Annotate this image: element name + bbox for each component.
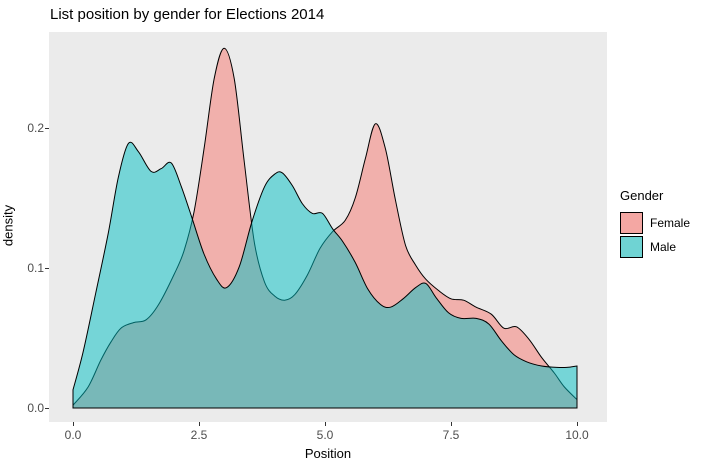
legend-swatch-female <box>620 212 643 234</box>
legend-label: Female <box>650 216 691 230</box>
y-tick-label: 0.2 <box>27 121 44 135</box>
x-tick-label: 0.0 <box>64 428 82 442</box>
y-tick-label: 0.1 <box>27 261 44 275</box>
x-tick-label: 7.5 <box>442 428 460 442</box>
x-tick-label: 2.5 <box>190 428 208 442</box>
x-tick-mark <box>72 422 74 426</box>
x-tick-mark <box>198 422 200 426</box>
y-tick-mark <box>45 407 49 409</box>
x-tick-mark <box>324 422 326 426</box>
legend-label: Male <box>650 240 677 254</box>
y-tick-label: 0.0 <box>27 401 44 415</box>
legend-title: Gender <box>620 188 664 203</box>
x-axis-title: Position <box>304 446 352 461</box>
legend-swatch-male <box>620 236 643 258</box>
x-tick-mark <box>450 422 452 426</box>
x-tick-label: 10.0 <box>565 428 589 442</box>
x-tick-label: 5.0 <box>316 428 334 442</box>
legend-items: Female Male <box>620 211 690 259</box>
y-tick-mark <box>45 127 49 129</box>
chart-title: List position by gender for Elections 20… <box>50 6 325 23</box>
y-tick-mark <box>45 267 49 269</box>
legend-item-male: Male <box>620 235 690 259</box>
legend-item-female: Female <box>620 211 690 235</box>
x-tick-mark <box>576 422 578 426</box>
plot-panel <box>49 32 607 422</box>
density-curves <box>72 47 578 409</box>
density-area-male <box>72 141 578 409</box>
legend: Gender Female Male <box>620 188 690 259</box>
